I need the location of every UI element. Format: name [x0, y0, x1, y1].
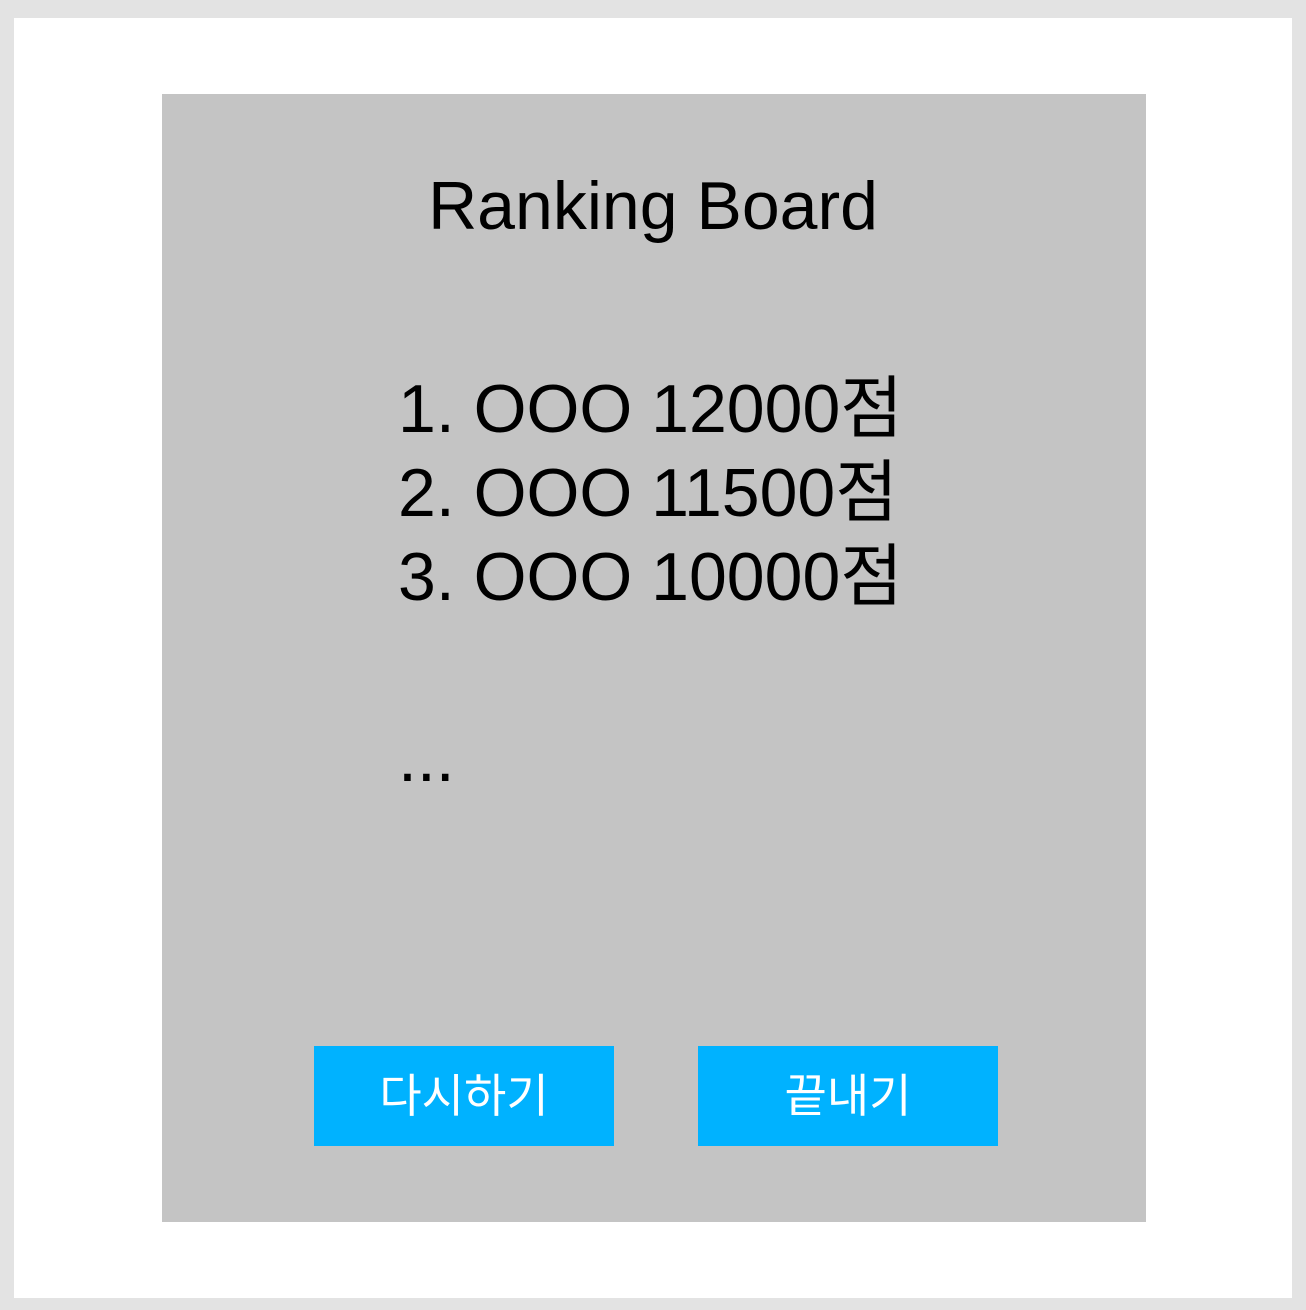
- ranking-item-3: 3. OOO 10000점: [398, 539, 903, 615]
- retry-button[interactable]: 다시하기: [314, 1046, 614, 1146]
- ranking-item-1: 1. OOO 12000점: [398, 371, 903, 447]
- ranking-list: 1. OOO 12000점 2. OOO 11500점 3. OOO 10000…: [398, 367, 903, 619]
- ranking-item-2: 2. OOO 11500점: [398, 455, 898, 531]
- more-rankings-ellipsis: ...: [398, 720, 455, 796]
- ranking-panel: [162, 94, 1146, 1222]
- ranking-board-title: Ranking Board: [428, 168, 878, 244]
- quit-button[interactable]: 끝내기: [698, 1046, 998, 1146]
